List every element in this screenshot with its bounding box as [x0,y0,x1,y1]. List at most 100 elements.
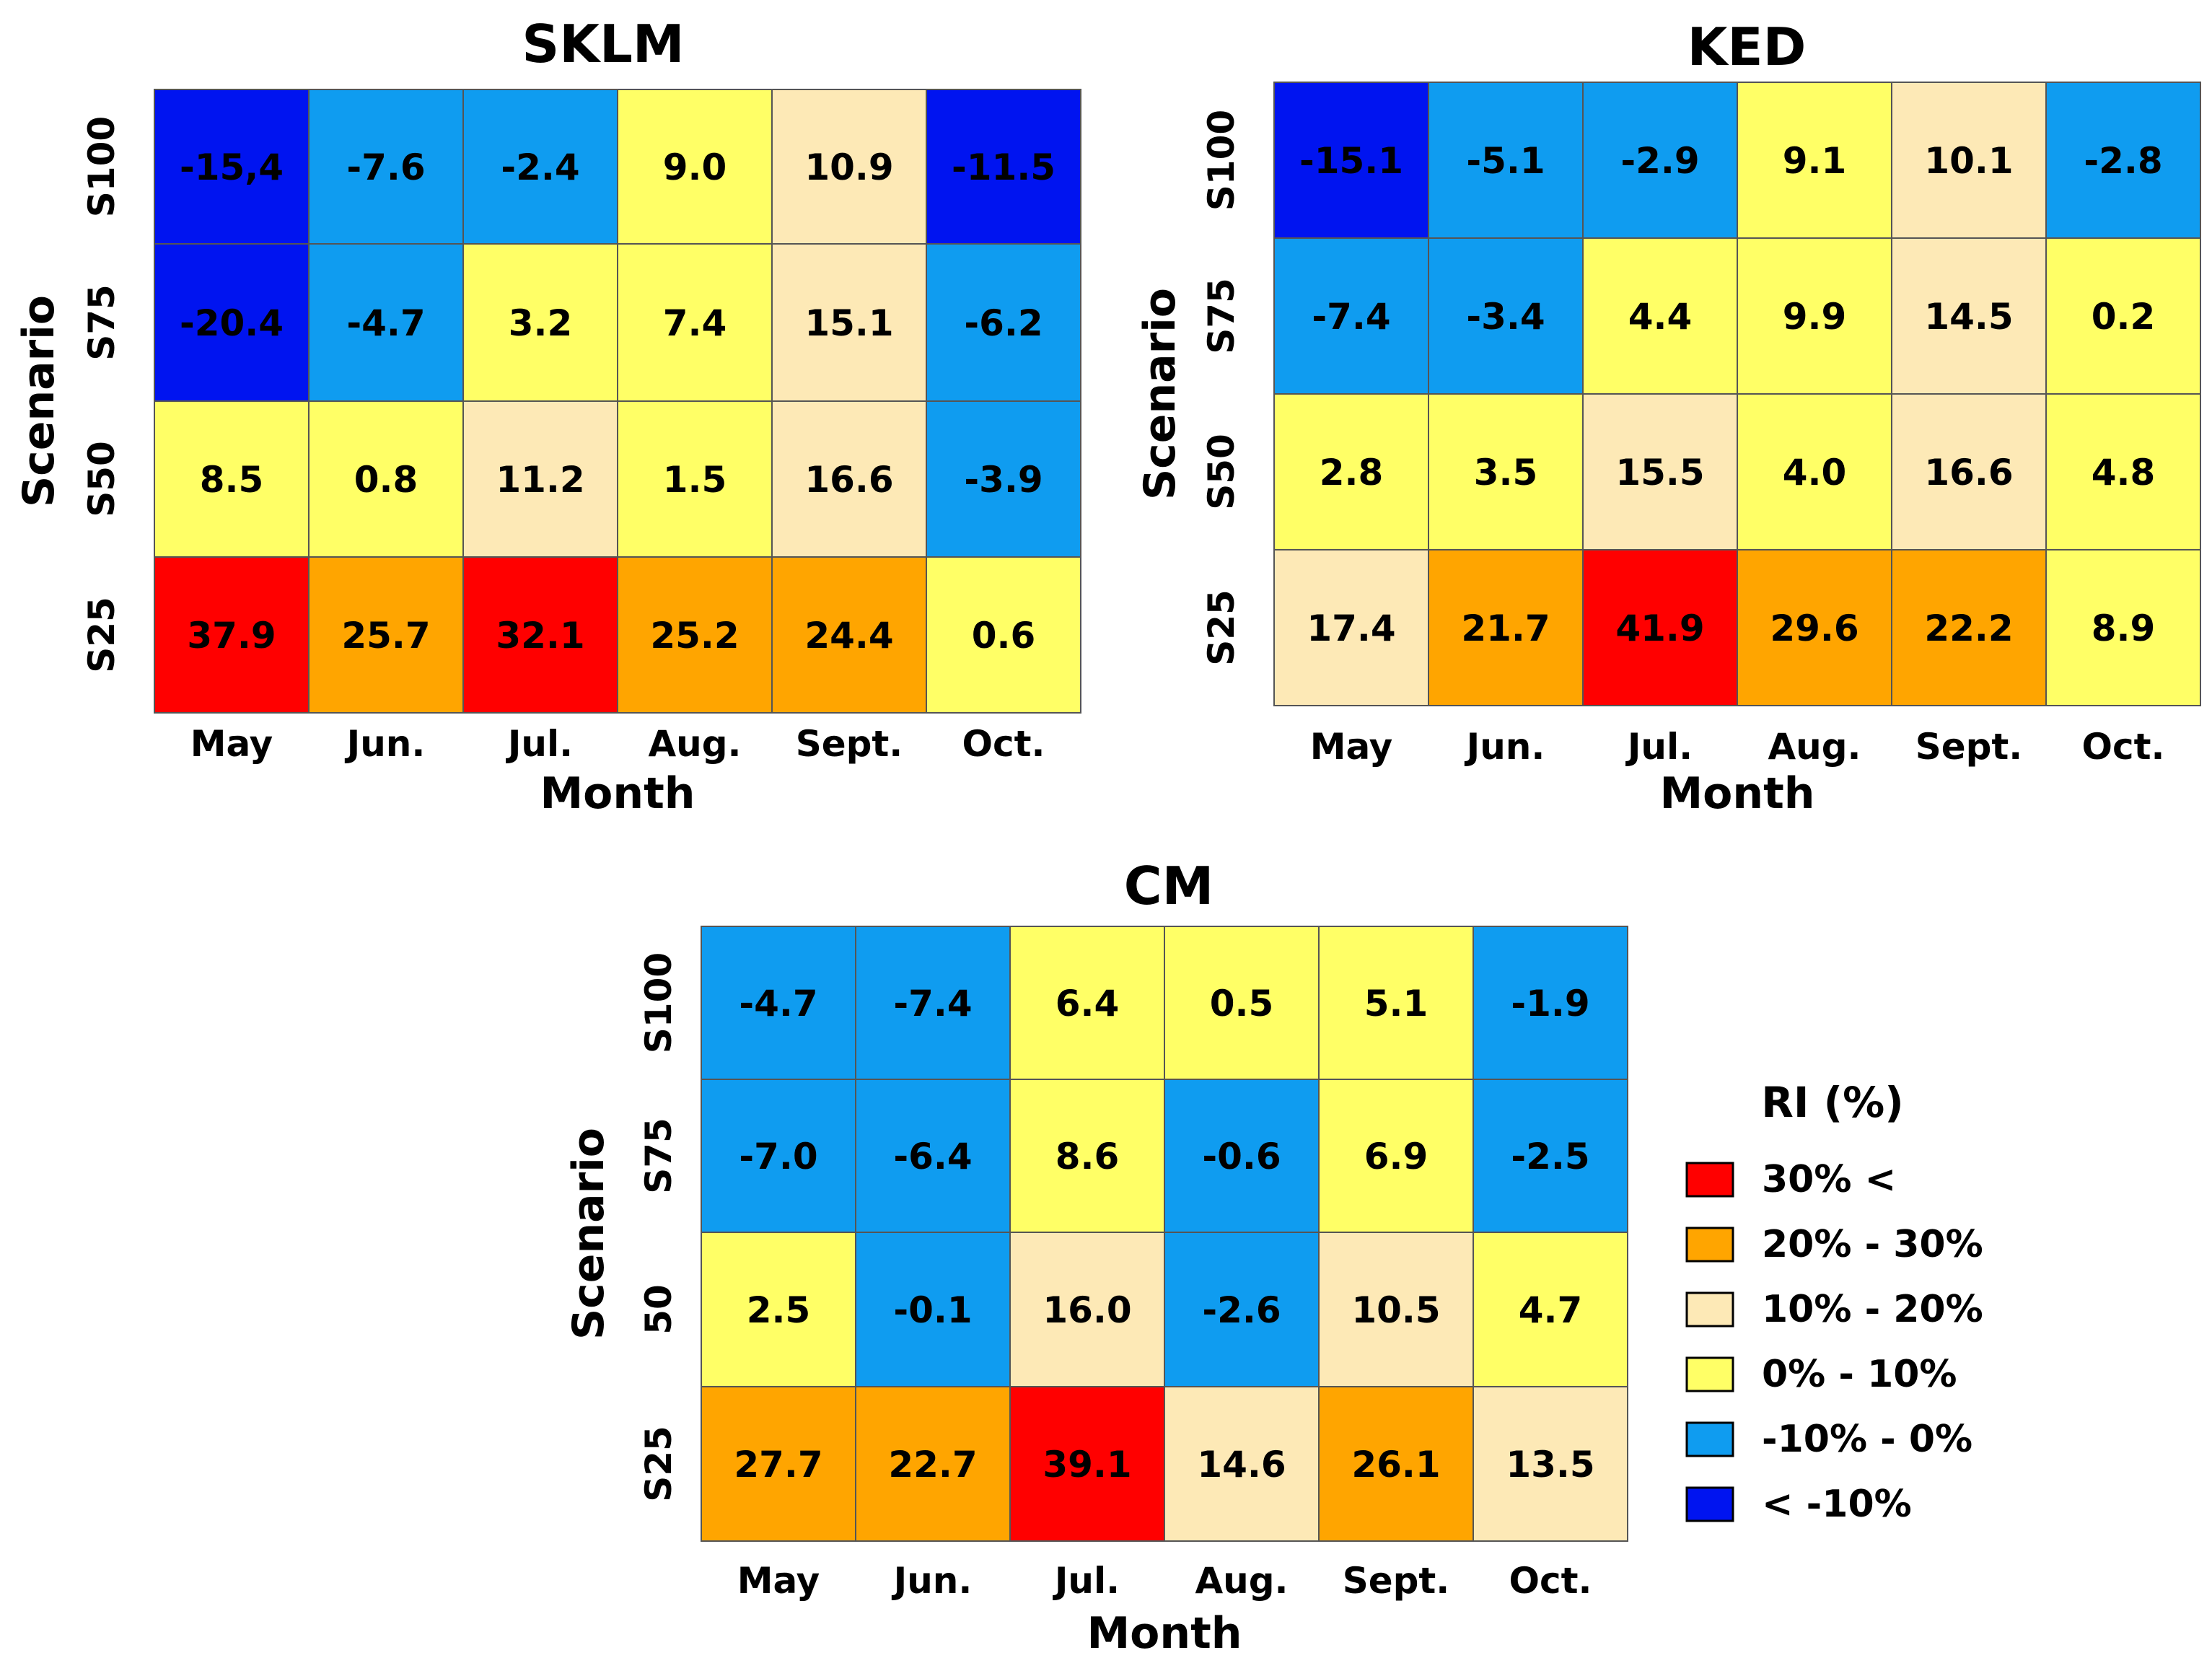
legend: RI (%) 30% < 20% - 30% 10% - 20% 0% - 10% -10… [1685,1078,1983,1526]
legend-title: RI (%) [1761,1078,1904,1127]
cell-value-label: -3.9 [964,459,1043,501]
heatmap-cell [2045,237,2201,395]
cell-value-label: -15.1 [1299,140,1403,182]
cell-value-label: 8.9 [2092,607,2156,649]
legend-swatch [1685,1162,1734,1198]
heatmap-cell [308,89,464,245]
cell-value-label: 13.5 [1506,1444,1594,1486]
cell-value-label: 16.6 [804,459,893,501]
cell-value-label: -0.6 [1202,1136,1281,1177]
heatmap-cell [1428,237,1584,395]
x-axis-title: Month [1087,1608,1242,1659]
cell-value-label: -2.5 [1511,1136,1589,1177]
heatmap-border [1273,82,2201,706]
cell-value-label: 6.4 [1055,983,1120,1025]
x-axis-title: Month [540,768,695,819]
heatmap-cell [2045,549,2201,706]
heatmap-cell [771,400,927,558]
cell-value-label: 4.0 [1783,452,1847,493]
heatmap-cell [1009,1232,1165,1387]
heatmap-cell [1009,1079,1165,1233]
cell-value-label: 0.2 [2092,296,2156,338]
cell-value-label: 41.9 [1615,607,1704,649]
x-tick-label: Sept. [1343,1560,1450,1602]
heatmap-cell [855,926,1011,1080]
heatmap-cell [855,1386,1011,1542]
heatmap-cell [154,400,310,558]
legend-label: 30% < [1762,1158,1896,1201]
cell-value-label: 17.4 [1307,607,1395,649]
cell-value-label: 39.1 [1043,1444,1131,1486]
y-tick-label: S25 [1201,589,1242,666]
cell-value-label: -15,4 [180,146,284,188]
chart-title: KED [1687,17,1807,77]
x-tick-label: Jun. [345,723,426,765]
cell-value-label: -7.0 [739,1136,817,1177]
cell-value-label: 10.5 [1351,1289,1440,1331]
x-tick-label: Jun. [892,1560,973,1602]
legend-swatch [1685,1227,1734,1263]
y-tick-label: S25 [81,597,123,673]
cell-value-label: -7.4 [893,983,972,1025]
cell-value-label: 10.1 [1924,140,2013,182]
cell-value-label: -2.9 [1620,140,1699,182]
x-tick-label: May [737,1560,820,1602]
y-tick-label: 50 [638,1284,680,1335]
heatmap-cell [1891,393,2047,550]
cell-value-label: 22.7 [888,1444,977,1486]
x-tick-label: Aug. [1768,726,1861,768]
y-tick-label: S75 [81,284,123,361]
heatmap-cell [2045,393,2201,550]
cell-value-label: 8.6 [1055,1136,1120,1177]
x-tick-label: Aug. [1195,1560,1288,1602]
cell-value-label: 21.7 [1461,607,1550,649]
heatmap-cell [1009,926,1165,1080]
cell-value-label: 9.9 [1783,296,1847,338]
cell-value-label: 4.4 [1628,296,1693,338]
cell-value-label: 8.5 [200,459,264,501]
y-tick-label: S50 [81,441,123,517]
heatmap-cell [1318,1386,1474,1542]
legend-label: 20% - 30% [1762,1223,1983,1266]
x-tick-label: Aug. [648,723,741,765]
cell-value-label: 32.1 [496,615,584,657]
legend-swatch [1685,1356,1734,1392]
cell-value-label: 11.2 [496,459,584,501]
y-tick-label: S75 [638,1118,680,1194]
heatmap-cell [617,400,773,558]
x-tick-label: Oct. [1509,1560,1592,1602]
heatmap-cell [308,243,464,402]
heatmap-cell [1582,82,1738,239]
heatmap-cell [462,400,618,558]
cell-value-label: 0.5 [1210,983,1274,1025]
heatmap-cell [701,1232,856,1387]
heatmap-cm: CM -4.7 -7.4 6.4 0.5 5.1 -1.9 -7.0 -6.4 8.6 -0.6 6.… [563,856,1628,1659]
x-tick-label: May [1310,726,1393,768]
cell-value-label: 14.6 [1197,1444,1286,1486]
heatmap-cell [771,89,927,245]
heatmap-cell [1164,1386,1320,1542]
y-tick-label: S100 [638,952,680,1053]
cell-value-label: 25.2 [650,615,739,657]
cell-value-label: -11.5 [952,146,1055,188]
cell-value-label: 27.7 [734,1444,822,1486]
heatmap-cell [926,243,1081,402]
chart-title: CM [1124,856,1214,916]
cell-value-label: 3.5 [1474,452,1538,493]
cell-value-label: 0.6 [972,615,1036,657]
cell-value-label: 24.4 [804,615,893,657]
legend-swatch [1685,1421,1734,1457]
heatmap-cell [1473,1079,1628,1233]
x-tick-label: Sept. [796,723,903,765]
heatmap-cell [1318,926,1474,1080]
heatmap-cell [855,1232,1011,1387]
x-tick-label: Sept. [1915,726,2023,768]
heatmap-cell [1473,1386,1628,1542]
heatmap-cell [1737,549,1892,706]
heatmap-cell [1273,237,1429,395]
legend-label: -10% - 0% [1762,1418,1972,1461]
cell-value-label: 37.9 [187,615,276,657]
chart-title: SKLM [522,14,684,74]
cell-value-label: 15.1 [804,302,893,344]
